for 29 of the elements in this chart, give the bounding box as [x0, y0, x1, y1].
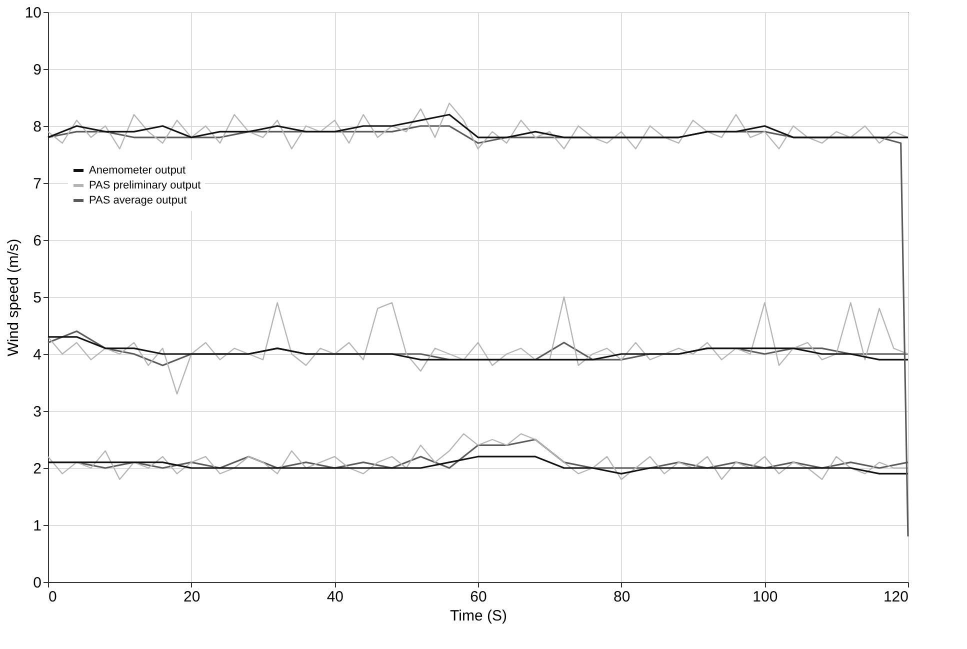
line-series [47, 336, 909, 360]
y-tick-label: 10 [24, 4, 42, 22]
line-series [47, 114, 909, 138]
legend-label: PAS preliminary output [89, 180, 201, 192]
line-series [47, 433, 909, 480]
y-tick-label: 7 [33, 176, 42, 192]
x-tick-label: 40 [326, 588, 344, 606]
y-tick-label: 6 [33, 232, 42, 250]
y-tick-label: 9 [33, 62, 42, 78]
x-tick-label: 60 [470, 588, 487, 606]
y-tick-label: 8 [33, 118, 42, 136]
x-axis-title: Time (S) [450, 608, 507, 624]
line-series [47, 456, 909, 474]
x-tick-label: 20 [183, 588, 200, 606]
y-tick-label: 0 [33, 574, 42, 592]
y-tick-label: 4 [33, 346, 42, 364]
x-tick-label: 80 [613, 588, 630, 606]
line-series [47, 296, 909, 394]
y-tick-label: 2 [33, 460, 42, 478]
x-tick-label: 120 [883, 588, 908, 606]
legend-label: Anemometer output [89, 164, 186, 176]
x-tick-label: 0 [48, 588, 57, 606]
legend-label: PAS average output [89, 194, 187, 206]
x-tick-label: 100 [752, 588, 778, 606]
line-series [47, 102, 909, 150]
y-axis-title: Wind speed (m/s) [4, 238, 22, 356]
y-tick-label: 5 [33, 290, 42, 306]
y-tick-label: 3 [33, 404, 42, 420]
y-tick-label: 1 [33, 518, 42, 534]
